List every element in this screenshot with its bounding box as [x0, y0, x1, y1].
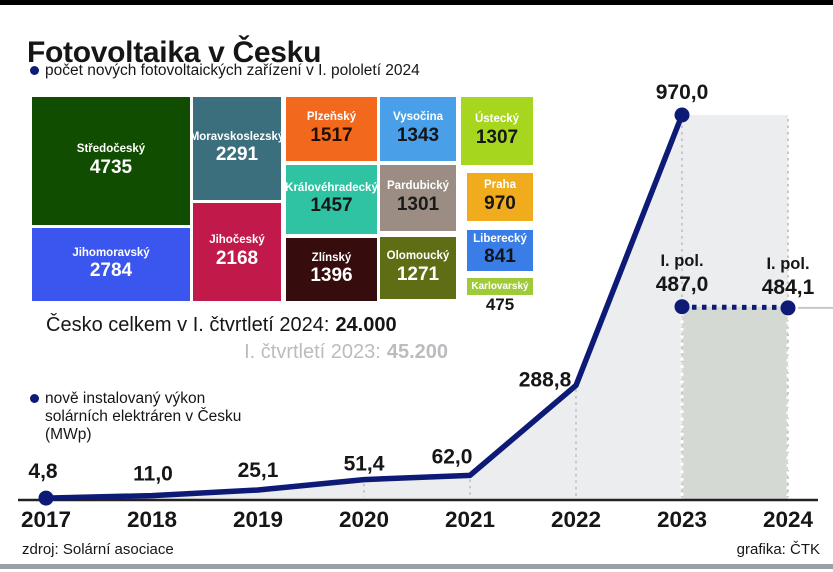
value-label-2018: 11,0 — [133, 463, 173, 486]
page-title: Fotovoltaika v Česku — [27, 36, 322, 70]
value-label-2021: 62,0 — [432, 445, 473, 468]
legend-power: nově instalovaný výkon solárních elektrá… — [30, 390, 290, 444]
bullet-icon — [30, 394, 39, 403]
chart-area — [46, 115, 788, 500]
year-label-2022: 2022 — [551, 507, 601, 532]
total-current: Česko celkem v I. čtvrtletí 2024: 24.000 — [46, 312, 448, 339]
value-label-2020: 51,4 — [344, 453, 385, 476]
footer-source: zdroj: Solární asociace — [22, 541, 174, 558]
year-label-2018: 2018 — [127, 507, 177, 532]
halfyear-value-label-2023: 487,0 — [656, 273, 709, 296]
point-halfyear-2023 — [674, 299, 690, 315]
top-rule — [0, 0, 833, 5]
total-current-value: 24.000 — [335, 314, 397, 336]
year-label-2024: 2024 — [763, 507, 814, 532]
halfyear-value-label-2024: 484,1 — [762, 276, 815, 299]
halfyear-period-label-2024: I. pol. — [766, 255, 809, 273]
legend-devices-label: počet nových fotovoltaických zařízení v … — [45, 62, 420, 79]
year-label-2019: 2019 — [233, 507, 283, 532]
bottom-rule — [0, 564, 833, 569]
value-label-2023: 970,0 — [656, 81, 709, 104]
total-previous-value: 45.200 — [386, 341, 448, 363]
halfyear-band — [682, 306, 788, 500]
point-2017 — [38, 490, 54, 506]
halfyear-period-label-2023: I. pol. — [660, 252, 703, 270]
value-label-2017: 4,8 — [28, 460, 58, 483]
point-halfyear-2024 — [780, 300, 796, 316]
chart-line — [43, 112, 685, 501]
total-previous-label: I. čtvrtletí 2023: — [244, 341, 381, 363]
legend-power-label: nově instalovaný výkon solárních elektrá… — [45, 390, 242, 443]
point-2023 — [674, 107, 690, 123]
bullet-icon — [30, 66, 39, 75]
total-previous: I. čtvrtletí 2023: 45.200 — [46, 339, 448, 366]
total-current-label: Česko celkem v I. čtvrtletí 2024: — [46, 314, 330, 336]
year-label-2020: 2020 — [339, 507, 389, 532]
footer-credit: grafika: ČTK — [736, 541, 820, 558]
year-label-2021: 2021 — [445, 507, 495, 532]
value-label-2019: 25,1 — [238, 459, 279, 482]
year-label-2023: 2023 — [657, 507, 707, 532]
value-label-2022: 288,8 — [519, 368, 572, 391]
year-label-2017: 2017 — [21, 507, 71, 532]
legend-devices: počet nových fotovoltaických zařízení v … — [30, 62, 420, 80]
totals-block: Česko celkem v I. čtvrtletí 2024: 24.000 … — [46, 312, 448, 366]
